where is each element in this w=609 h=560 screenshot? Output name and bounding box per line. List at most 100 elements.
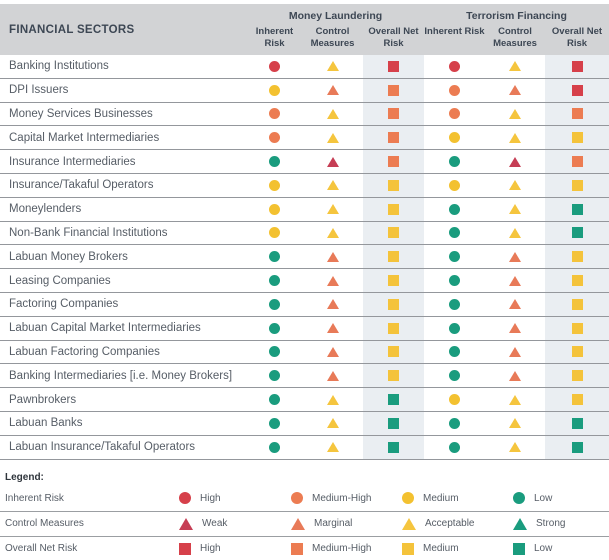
ml-overall-net-risk-cell <box>363 150 424 173</box>
sector-cell: Labuan Banks <box>0 412 247 435</box>
tf-overall-net-risk-cell <box>545 197 609 221</box>
legend-item-label: Medium-High <box>312 492 372 504</box>
tf-inherent-risk-cell <box>424 198 485 221</box>
ml-overall-net-risk-cell <box>363 126 424 150</box>
triangle-marker-acceptable <box>509 418 521 429</box>
sector-cell: Labuan Capital Market Intermediaries <box>0 317 247 340</box>
triangle-marker-acceptable <box>326 442 339 453</box>
ml-control-measures-cell <box>302 245 363 268</box>
triangle-marker-acceptable <box>402 517 416 530</box>
legend-item-label: Acceptable <box>425 518 475 530</box>
sector-label: Factoring Companies <box>9 298 119 311</box>
ml-overall-net-risk-cell <box>363 78 424 102</box>
ml-inherent-risk-cell <box>247 293 302 316</box>
financial-sectors-header: FINANCIAL SECTORS <box>9 23 135 36</box>
triangle-marker-marginal <box>291 517 305 530</box>
legend-item: Weak <box>179 517 291 530</box>
circle-marker-low <box>449 370 460 382</box>
tf-inherent-risk-cell <box>424 388 485 411</box>
ml-inherent-risk-cell <box>247 436 302 459</box>
square-marker-low <box>388 394 399 406</box>
sector-cell: Non-Bank Financial Institutions <box>0 222 247 245</box>
ml-overall-net-risk-cell <box>363 316 424 340</box>
tf-overall-net-risk-cell <box>545 269 609 292</box>
tf-inherent-risk-cell <box>424 55 485 78</box>
legend-row-label: Overall Net Risk <box>5 543 78 555</box>
tf-inherent-risk-cell <box>424 222 485 245</box>
square-marker-low <box>571 227 583 239</box>
tf-control-measures-cell <box>485 293 545 316</box>
tf-control-measures-cell <box>485 364 545 387</box>
triangle-marker-marginal <box>326 275 339 286</box>
terrorism-financing-group-header: Terrorism Financing <box>466 10 567 22</box>
tf-control-measures-cell <box>485 436 545 459</box>
square-marker-low <box>571 203 583 215</box>
square-marker-medium <box>388 251 399 263</box>
tf-overall-net-risk-cell <box>545 78 609 102</box>
legend-item-label: Medium-High <box>312 543 372 555</box>
sector-cell: DPI Issuers <box>0 79 247 102</box>
triangle-marker-acceptable <box>326 394 339 405</box>
circle-marker-medium-high <box>269 132 280 144</box>
table-row: Insurance/Takaful Operators <box>0 173 609 198</box>
tf-overall-net-risk-cell <box>545 55 609 78</box>
ml-control-measures-cell <box>302 198 363 221</box>
sector-label: Labuan Factoring Companies <box>9 345 160 358</box>
ml-control-measures-cell <box>302 436 363 459</box>
table-row: Capital Market Intermediaries <box>0 126 609 151</box>
circle-marker-medium-high <box>449 108 460 120</box>
tf-overall-net-risk-cell <box>545 411 609 435</box>
sector-cell: Banking Intermediaries [i.e. Money Broke… <box>0 364 247 387</box>
square-marker-medium <box>388 322 399 334</box>
circle-marker-low <box>269 298 280 310</box>
tf-inherent-risk-cell <box>424 79 485 102</box>
tf-inherent-risk-cell <box>424 317 485 340</box>
square-marker-medium <box>388 275 399 287</box>
tf-control-measures-cell <box>485 198 545 221</box>
legend-item-label: Medium <box>423 492 459 504</box>
tf-control-measures-cell <box>485 103 545 126</box>
triangle-marker-marginal <box>326 323 339 334</box>
legend-row-label: Control Measures <box>5 518 84 530</box>
legend-item: Medium <box>402 542 513 555</box>
triangle-marker-marginal <box>509 251 521 262</box>
triangle-marker-marginal <box>326 251 339 262</box>
tf-inherent-risk-cell <box>424 150 485 173</box>
sector-cell: Insurance/Takaful Operators <box>0 174 247 197</box>
triangle-marker-marginal <box>326 299 339 310</box>
table-row: Non-Bank Financial Institutions <box>0 221 609 246</box>
circle-marker-low <box>449 298 460 310</box>
legend-item: Low <box>513 492 609 505</box>
ml-inherent-risk-cell <box>247 317 302 340</box>
legend-item: High <box>179 492 291 505</box>
sector-cell: Money Services Businesses <box>0 103 247 126</box>
circle-marker-low <box>269 346 280 358</box>
table-row: Pawnbrokers <box>0 388 609 412</box>
square-marker-medium <box>388 298 399 310</box>
tf-control-measures-cell <box>485 55 545 78</box>
tf-control-measures-cell <box>485 388 545 411</box>
triangle-marker-acceptable <box>509 132 521 143</box>
circle-marker-low <box>449 417 460 429</box>
tf-inherent-risk-cell <box>424 126 485 149</box>
ml-inherent-risk-cell <box>247 55 302 78</box>
ml-overall-net-risk-cell <box>363 102 424 126</box>
circle-marker-medium <box>269 179 280 191</box>
tf-control-measures-cell <box>485 245 545 268</box>
circle-marker-medium-high <box>269 108 280 120</box>
circle-marker-high <box>179 492 191 505</box>
square-marker-medium-high <box>571 108 583 120</box>
circle-marker-low <box>269 441 280 453</box>
tf-control-measures-cell <box>485 79 545 102</box>
legend-item: Marginal <box>291 517 402 530</box>
legend-item-label: Strong <box>536 518 566 530</box>
square-marker-high <box>571 84 583 96</box>
legend-item-label: High <box>200 543 221 555</box>
ml-inherent-risk-cell <box>247 388 302 411</box>
tf-overall-net-risk-cell <box>545 173 609 197</box>
square-marker-medium <box>571 298 583 310</box>
tf-inherent-risk-cell <box>424 174 485 197</box>
tf-overall-net-risk-cell <box>545 388 609 411</box>
table-row: Labuan Money Brokers <box>0 245 609 270</box>
sector-cell: Labuan Insurance/Takaful Operators <box>0 436 247 459</box>
